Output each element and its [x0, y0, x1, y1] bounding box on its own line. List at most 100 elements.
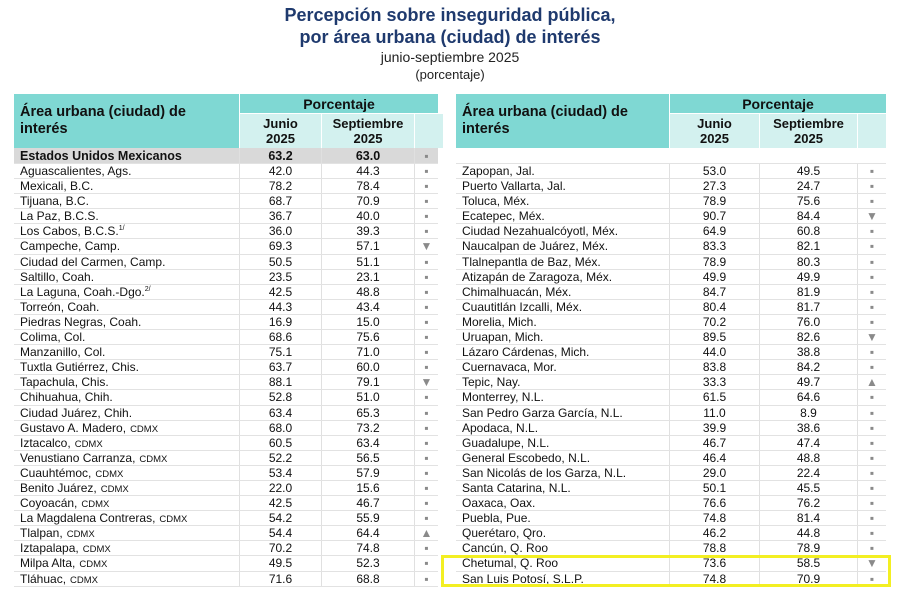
cell-value: 78.2: [240, 179, 322, 194]
city-name: Tlalnepantla de Baz, Méx.: [462, 254, 601, 269]
cell-value: 48.8: [760, 450, 858, 465]
city-name: Manzanillo, Col.: [20, 345, 106, 360]
table-header: Área urbana (ciudad) de interés Porcentaj…: [456, 94, 886, 148]
table-row: Iztapalapa, CDMX 70.2 74.8 ▪: [14, 541, 438, 557]
cell-value: 40.0: [322, 209, 415, 224]
city-name: Iztacalco,: [20, 435, 71, 450]
cell-value: 24.7: [760, 179, 858, 194]
city-name: Cuernavaca, Mor.: [462, 360, 557, 375]
cell-value: 44.8: [760, 526, 858, 541]
cell-value: 49.9: [670, 269, 760, 284]
cell-trend: ▪: [869, 299, 875, 314]
cell-trend: ▪: [869, 480, 875, 495]
city-tag: CDMX: [74, 438, 103, 450]
cell-name: Tijuana, B.C.: [14, 194, 240, 209]
cell-value: 60.0: [322, 360, 415, 375]
cell-value: 51.1: [322, 254, 415, 269]
table-row: Cuernavaca, Mor. 83.8 84.2 ▪: [456, 360, 886, 376]
table-row: Monterrey, N.L. 61.5 64.6 ▪: [456, 390, 886, 406]
cell-value: 60.5: [240, 435, 322, 450]
city-name: La Magdalena Contreras,: [20, 511, 156, 526]
table-row: Morelia, Mich. 70.2 76.0 ▪: [456, 314, 886, 331]
table-row: Atizapán de Zaragoza, Méx. 49.9 49.9 ▪: [456, 269, 886, 285]
cell-trend: ▪: [869, 179, 875, 194]
table-row: Manzanillo, Col. 75.1 71.0 ▪: [14, 345, 438, 361]
city-name: Naucalpan de Juárez, Méx.: [462, 239, 609, 254]
city-name: Atizapán de Zaragoza, Méx.: [462, 269, 613, 284]
cell-value: 38.6: [760, 420, 858, 435]
city-name: General Escobedo, N.L.: [462, 450, 591, 465]
cell-trend: ▪: [869, 360, 875, 375]
cell-name: Cancún, Q. Roo: [456, 541, 670, 556]
city-name: Los Cabos, B.C.S.: [20, 224, 119, 239]
table-header: Área urbana (ciudad) de interés Porcentaj…: [14, 94, 443, 148]
table-row: Gustavo A. Madero, CDMX 68.0 73.2 ▪: [14, 420, 438, 436]
table-row: Oaxaca, Oax. 76.6 76.2 ▪: [456, 496, 886, 512]
cell-name: Tepic, Nay.: [456, 375, 670, 390]
cell-trend: ▪: [869, 254, 875, 269]
city-name: Chihuahua, Chih.: [20, 390, 113, 405]
cell-value: 64.9: [670, 224, 760, 239]
table-row: Puerto Vallarta, Jal. 27.3 24.7 ▪: [456, 179, 886, 195]
cell-value: 69.3: [240, 239, 322, 254]
city-name: La Paz, B.C.S.: [20, 209, 99, 224]
cell-value: 81.4: [760, 511, 858, 526]
table-row: La Magdalena Contreras, CDMX 54.2 55.9 ▪: [14, 511, 438, 527]
cell-value: 78.9: [670, 254, 760, 269]
cell-value: 75.1: [240, 345, 322, 360]
footnote: 1/: [118, 225, 125, 233]
cell-value: 76.0: [760, 314, 858, 330]
cell-name: La Laguna, Coah.-Dgo.2/: [14, 284, 240, 299]
cell-value: 63.4: [322, 435, 415, 450]
city-name: Torreón, Coah.: [20, 299, 100, 314]
table-row: General Escobedo, N.L. 46.4 48.8 ▪: [456, 450, 886, 466]
cell-trend: ▪: [424, 269, 429, 284]
cell-value: 82.1: [760, 239, 858, 254]
cell-trend: ▪: [424, 314, 429, 329]
header-cell: Septiembre 2025: [322, 114, 414, 148]
cell-value: 70.9: [322, 194, 415, 209]
cell-trend: ▪: [424, 224, 429, 239]
cell-value: 89.5: [670, 330, 760, 345]
cell-value: 81.9: [760, 284, 858, 299]
cell-value: 49.7: [760, 375, 858, 390]
city-tag: CDMX: [130, 423, 159, 435]
cell-value: 46.7: [322, 496, 415, 511]
cell-value: 45.5: [760, 480, 858, 496]
city-name: Benito Juárez,: [20, 480, 97, 495]
city-name: Venustiano Carranza,: [20, 450, 136, 465]
city-name: Uruapan, Mich.: [462, 330, 544, 345]
table-row: San Nicolás de los Garza, N.L. 29.0 22.4 ▪: [456, 465, 886, 481]
cell-name: Zapopan, Jal.: [456, 164, 670, 179]
cell-value: 57.1: [322, 239, 415, 254]
cell-value: 22.0: [240, 480, 322, 496]
cell-name: Tláhuac, CDMX: [14, 571, 240, 586]
cell-value: 54.2: [240, 511, 322, 526]
cell-name: Campeche, Camp.: [14, 239, 240, 254]
cell-value: 60.8: [760, 224, 858, 239]
cell-name: Apodaca, N.L.: [456, 420, 670, 435]
cell-value: 11.0: [670, 405, 760, 420]
cell-name: Uruapan, Mich.: [456, 330, 670, 345]
cell-name: Manzanillo, Col.: [14, 345, 240, 360]
cell-value: 68.7: [240, 194, 322, 209]
cell-trend: ▪: [869, 164, 875, 178]
cell-trend: ▪: [424, 194, 429, 209]
cell-name: Saltillo, Coah.: [14, 269, 240, 284]
cell-name: Ecatepec, Méx.: [456, 209, 670, 224]
table-row: Apodaca, N.L. 39.9 38.6 ▪: [456, 420, 886, 436]
cell-name: Tlalnepantla de Baz, Méx.: [456, 254, 670, 269]
cell-value: 74.8: [322, 541, 415, 556]
table-row: Coyoacán, CDMX 42.5 46.7 ▪: [14, 496, 438, 512]
table-row: Saltillo, Coah. 23.5 23.1 ▪: [14, 269, 438, 285]
cell-value: 83.3: [670, 239, 760, 254]
cell-value: 68.6: [240, 330, 322, 345]
table-row: Tepic, Nay. 33.3 49.7 ▲: [456, 375, 886, 391]
cell-value: 16.9: [240, 314, 322, 330]
header-cell: Junio 2025: [670, 114, 759, 148]
cell-name: Ciudad Juárez, Chih.: [14, 405, 240, 420]
cell-value: 49.5: [760, 164, 858, 179]
cell-value: 84.2: [760, 360, 858, 375]
table-row: Santa Catarina, N.L. 50.1 45.5 ▪: [456, 480, 886, 497]
city-name: Puerto Vallarta, Jal.: [462, 179, 566, 194]
